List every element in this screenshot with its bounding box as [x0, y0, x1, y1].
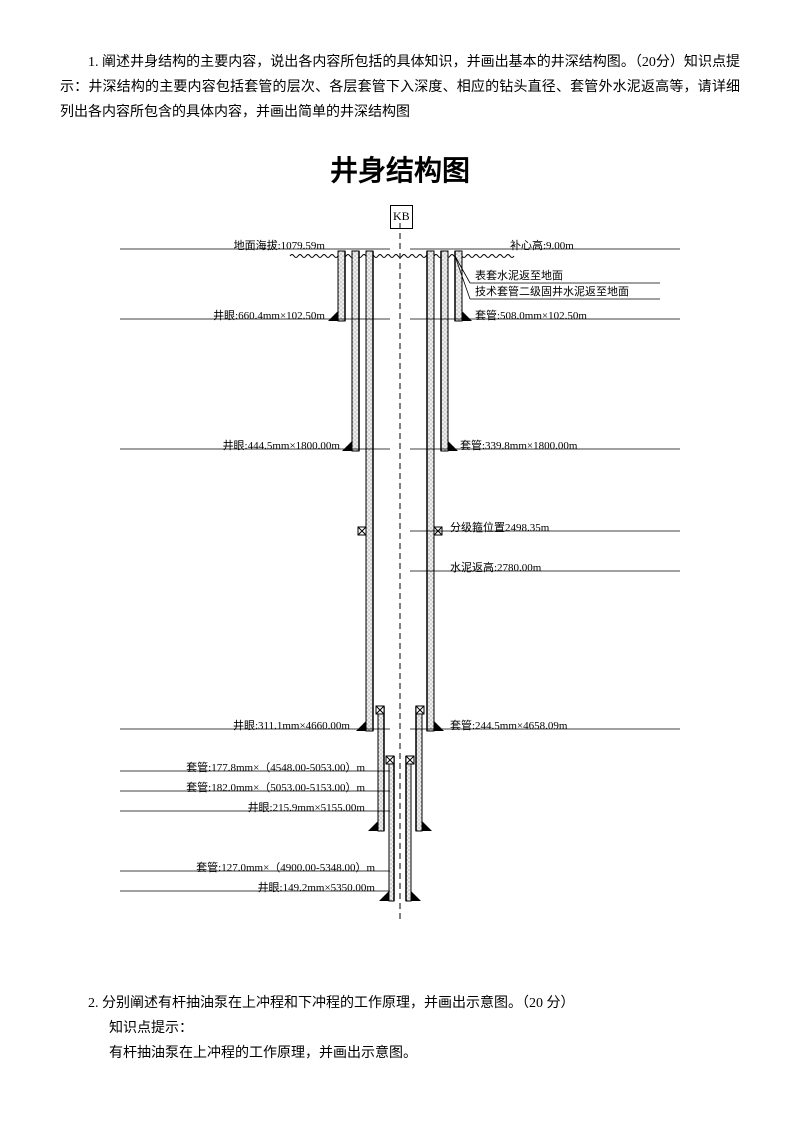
label-ground_left: 地面海拔:1079.59m: [234, 237, 325, 257]
label-l3_left: 井眼:311.1mm×4660.00m: [233, 717, 350, 737]
label-stage_collar: 分级箍位置2498.35m: [450, 519, 549, 539]
question-2: 2. 分别阐述有杆抽油泵在上冲程和下冲程的工作原理，并画出示意图。（20 分） …: [60, 991, 740, 1067]
label-l3_right: 套管:244.5mm×4658.09m: [450, 717, 567, 737]
well-svg: [60, 201, 740, 961]
label-l5a_left: 套管:127.0mm×（4900.00-5348.00）m: [196, 859, 375, 879]
well-structure-diagram: KB 地面海拔:1079.59m补心高:9.00m表套水泥返至地面技术套管二级固…: [60, 201, 740, 961]
label-tech_cement: 技术套管二级固井水泥返至地面: [475, 283, 629, 303]
label-l2_left: 井眼:444.5mm×1800.00m: [223, 437, 340, 457]
label-l4c_left: 井眼:215.9mm×5155.00m: [248, 799, 365, 819]
diagram-title: 井身结构图: [60, 146, 740, 196]
label-cement_top: 水泥返高:2780.00m: [450, 559, 541, 579]
label-l4b_left: 套管:182.0mm×（5053.00-5153.00）m: [186, 779, 365, 799]
label-l2_right: 套管:339.8mm×1800.00m: [460, 437, 577, 457]
question-1-text: 1. 阐述井身结构的主要内容，说出各内容所包括的具体知识，并画出基本的井深结构图…: [60, 50, 740, 126]
question-2-text: 2. 分别阐述有杆抽油泵在上冲程和下冲程的工作原理，并画出示意图。（20 分）: [60, 991, 740, 1016]
label-ground_right: 补心高:9.00m: [510, 237, 574, 257]
label-l1_right: 套管:508.0mm×102.50m: [475, 307, 587, 327]
question-2-hint-1: 有杆抽油泵在上冲程的工作原理，并画出示意图。: [60, 1041, 740, 1066]
label-l5b_left: 井眼:149.2mm×5350.00m: [258, 879, 375, 899]
label-l4a_left: 套管:177.8mm×（4548.00-5053.00）m: [186, 759, 365, 779]
label-l1_left: 井眼:660.4mm×102.50m: [213, 307, 325, 327]
question-2-hint-label: 知识点提示：: [60, 1016, 740, 1041]
